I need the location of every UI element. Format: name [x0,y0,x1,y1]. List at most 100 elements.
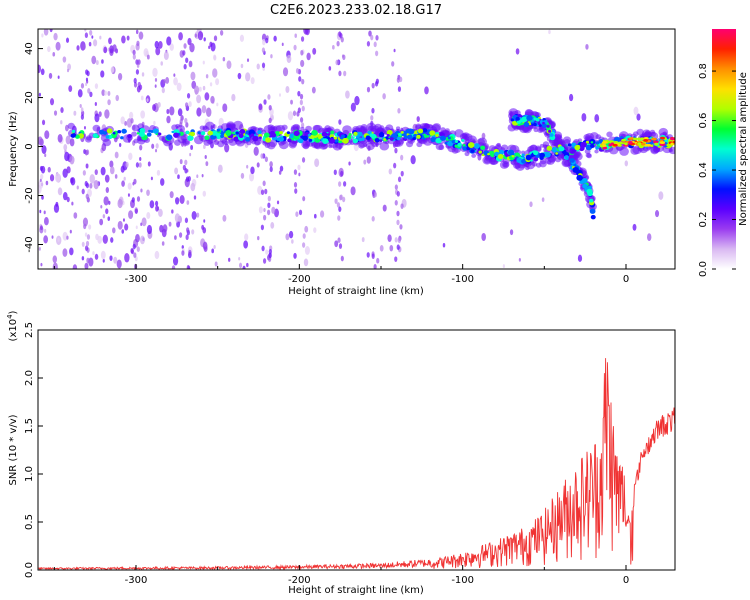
noise-blob [172,256,179,266]
streak-blob [262,180,266,187]
noise-blob [509,229,514,236]
noise-blob [114,174,118,179]
streak-blob [366,40,371,47]
noise-blob [127,182,132,190]
ridge-halo-blob [67,122,75,130]
ridge-halo-blob [226,121,236,130]
noise-blob [190,182,196,192]
ridge-core-blob [511,155,515,158]
streak-blob [260,224,264,231]
ridge-core-blob [117,129,122,134]
noise-blob [48,72,53,79]
ridge-core-blob [105,135,110,139]
noise-blob [188,101,192,108]
noise-blob [38,246,41,251]
hot-spot-blob [621,138,627,142]
ridge-core-blob [211,130,218,136]
x-tick-label: -200 [288,274,311,285]
noise-blob [44,228,47,233]
ridge-core-blob [173,132,179,138]
ridge-core-blob [396,136,401,141]
noise-blob [117,198,123,209]
ridge-core-blob [244,137,251,142]
ridge-core-blob [207,130,214,136]
ridge-core-blob [564,155,569,160]
streak-blob [185,102,189,108]
streak-blob [399,76,403,83]
streak-blob [342,196,346,203]
streak-blob [188,249,192,256]
ridge-core-blob [567,143,572,147]
ridge-core-blob [356,135,360,139]
ridge-core-blob [189,131,196,137]
noise-blob [577,254,583,263]
streak-blob [136,40,140,47]
noise-blob [123,176,126,181]
noise-blob [632,223,637,231]
spectrogram-frame [37,28,676,270]
ridge-core-blob [426,134,430,138]
streak-blob [134,208,138,214]
streak-blob [86,257,90,264]
streak-blob [400,154,404,161]
noise-blob [149,200,155,209]
noise-blob [270,222,275,229]
streak-blob [261,245,265,252]
noise-blob [99,218,104,226]
ridge-core-blob [514,152,520,158]
noise-blob [176,82,182,92]
y-tick-label: 0.0 [24,562,35,578]
noise-blob [314,213,317,219]
streak-blob [301,78,305,85]
ridge-core-blob [585,140,590,144]
noise-blob [44,216,49,226]
noise-blob [140,110,146,119]
ridge-core-blob [533,117,538,121]
noise-blob [174,167,179,175]
noise-blob [140,188,143,193]
streak-blob [85,149,90,155]
ridge-halo-blob [586,153,592,159]
ridge-halo-blob [305,125,312,132]
streak-blob [185,234,189,241]
ridge-core-blob [523,122,530,127]
noise-blob [67,63,72,71]
noise-blob [107,47,110,52]
ridge-core-blob [578,145,585,152]
ridge-halo-blob [542,141,550,147]
noise-blob [55,41,61,51]
streak-blob [370,34,374,41]
ridge-core-blob [572,167,579,173]
noise-blob [257,236,260,241]
ridge-core-blob [258,136,262,139]
noise-blob [636,113,641,121]
noise-blob [198,86,202,92]
noise-blob [303,258,309,267]
noise-blob [40,225,43,231]
noise-blob [171,209,174,214]
noise-blob [222,103,228,113]
ridge-core-blob [429,130,436,136]
noise-blob [350,102,356,112]
noise-blob [85,163,89,169]
noise-blob [399,224,403,230]
streak-blob [301,105,305,112]
ridge-halo-blob [630,146,640,155]
noise-blob [174,213,181,223]
noise-blob [94,113,100,123]
streak-blob [397,237,401,244]
ridge-halo-blob [300,126,305,131]
noise-blob [203,219,206,223]
streak-blob [337,215,341,221]
ridge-core-blob [467,142,475,148]
streak-blob [80,114,84,120]
noise-blob [150,176,153,181]
ridge-halo-blob [233,120,244,130]
ridge-core-blob [239,128,246,135]
noise-blob [304,225,309,233]
noise-blob [113,256,118,264]
streak-blob [89,29,93,36]
ridge-core-blob [417,128,424,134]
noise-blob [202,60,205,65]
ridge-halo-blob [432,123,442,132]
